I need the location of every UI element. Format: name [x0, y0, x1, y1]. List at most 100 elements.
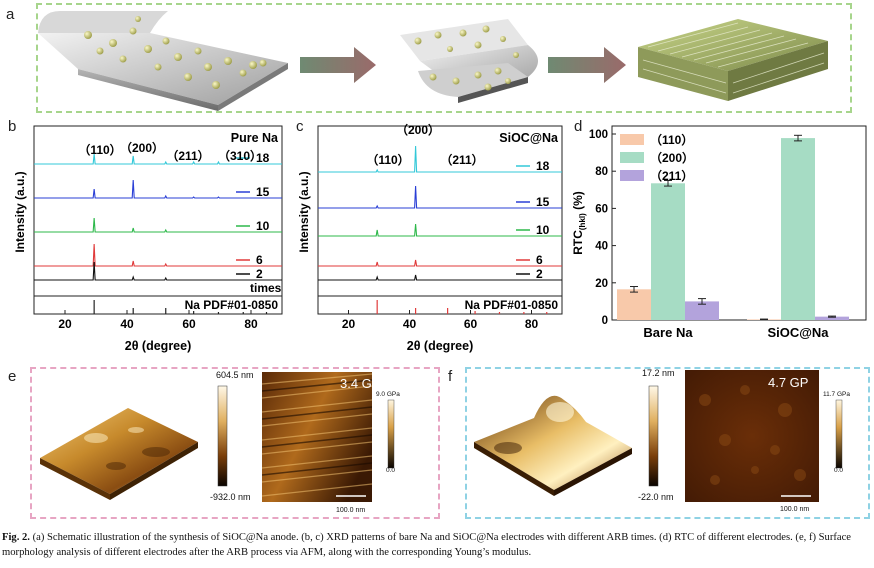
legend-label-6: 6 — [536, 253, 543, 267]
x-tick-label: 20 — [342, 317, 356, 331]
y-tick-label: 20 — [595, 278, 608, 290]
modulus-colorbar-f — [835, 399, 843, 469]
x-category-label: Bare Na — [643, 325, 693, 340]
bar-SiOC@Na-（200） — [781, 138, 815, 320]
peak-label: （310） — [218, 148, 262, 163]
modulus-max-e: 9.0 GPa — [376, 391, 400, 398]
y-tick-label: 60 — [595, 203, 608, 215]
x-tick-label: 60 — [464, 317, 478, 331]
x-tick-label: 80 — [525, 317, 539, 331]
y-tick-label: 0 — [602, 315, 608, 327]
schematic-illustration — [38, 11, 828, 111]
chart-title: Pure Na — [231, 131, 279, 145]
sioc-na-composite-block — [638, 19, 828, 101]
xrd-series-line-18 — [318, 145, 562, 173]
x-category-label: SiOC@Na — [767, 325, 829, 340]
x-tick-label: 40 — [120, 317, 134, 331]
height-max-e: 604.5 nm — [216, 370, 254, 380]
rtc-bar-chart: 0 20 40 60 80 100 RTC(hkl) (%) Bare Na SiOC@Na （1… — [572, 125, 867, 340]
sodium-foil-with-sioc — [38, 11, 288, 111]
height-min-f: -22.0 nm — [638, 492, 674, 502]
bar-Bare Na-（211） — [685, 301, 719, 320]
modulus-min-f: 0.0 — [834, 467, 844, 474]
peak-label: （110） — [366, 152, 409, 167]
height-colorbar-f — [648, 385, 659, 487]
arrow-icon — [548, 47, 626, 83]
xrd-series-line-15 — [318, 185, 562, 209]
plot-frame — [317, 125, 563, 315]
plot-frame — [611, 125, 867, 321]
legend-label-15: 15 — [536, 195, 550, 209]
scale-bar-label-f: 100.0 nm — [780, 506, 810, 513]
legend-label-0: （110） — [650, 132, 693, 147]
folded-foil — [400, 19, 538, 103]
xrd-series-line-10 — [34, 217, 282, 233]
modulus-colorbar-e — [387, 399, 395, 469]
xrd-series-line-2 — [34, 261, 282, 281]
arrow-icon — [300, 47, 376, 83]
height-min-e: -932.0 nm — [210, 492, 251, 502]
afm-modulus-map-f — [685, 370, 819, 502]
xrd-chart-sioc-na: 20 40 60 80 2θ (degree) Intensity (a.u.) SiOC@… — [297, 122, 563, 353]
panel-e-frame — [30, 367, 440, 519]
legend-swatch-2 — [620, 170, 644, 181]
figure-caption: Fig. 2. (a) Schematic illustration of th… — [2, 530, 872, 560]
xrd-series-line-18 — [34, 153, 282, 165]
panel-a-frame — [36, 3, 852, 113]
xrd-series-line-10 — [318, 223, 562, 237]
afm-modulus-map-e — [262, 372, 372, 502]
x-tick-label: 80 — [244, 317, 258, 331]
x-tick-label: 40 — [403, 317, 417, 331]
legend-swatch-0 — [620, 134, 644, 145]
reference-label: Na PDF#01-0850 — [465, 298, 559, 312]
plot-frame — [33, 125, 283, 315]
bar-Bare Na-（200） — [651, 183, 685, 320]
panel-a-label: a — [6, 6, 15, 23]
panel-d-label: d — [574, 118, 583, 135]
chart-title: SiOC@Na — [499, 131, 559, 145]
peak-label: （200） — [120, 140, 164, 155]
panel-e-label: e — [8, 368, 17, 385]
legend-label-2: （211） — [650, 168, 693, 183]
peak-label: （200） — [396, 122, 440, 137]
peak-label: （211） — [166, 148, 209, 163]
modulus-label-e: 3.4 GP — [340, 376, 381, 391]
x-axis-label: 2θ (degree) — [125, 339, 192, 353]
xrd-series-line-15 — [34, 179, 282, 199]
legend-swatch-1 — [620, 152, 644, 163]
legend-label-1: （200） — [650, 150, 694, 165]
afm-3d-height-map-e — [40, 408, 198, 500]
legend-label-6: 6 — [256, 253, 263, 267]
bar-Bare Na-（110） — [617, 289, 651, 320]
height-max-f: 17.2 nm — [642, 368, 675, 378]
peak-label: （211） — [440, 152, 483, 167]
figure-number: Fig. 2. — [2, 532, 30, 543]
legend-label-10: 10 — [256, 219, 270, 233]
xrd-chart-pure-na: 20 40 60 80 2θ (degree) Intensity (a.u.) Pure … — [13, 125, 283, 353]
xrd-series-line-6 — [34, 243, 282, 267]
legend-label-18: 18 — [536, 159, 550, 173]
panel-f-label: f — [448, 368, 453, 385]
afm-3d-height-map-f — [474, 395, 632, 496]
legend-label-15: 15 — [256, 185, 270, 199]
x-axis-label: 2θ (degree) — [407, 339, 474, 353]
legend-label-10: 10 — [536, 223, 550, 237]
y-tick-label: 80 — [595, 166, 608, 178]
modulus-max-f: 11.7 GPa — [823, 391, 850, 398]
y-tick-label: 40 — [595, 241, 608, 253]
panel-b-label: b — [8, 118, 17, 135]
xrd-series-line-6 — [318, 259, 562, 267]
legend-label-2: 2 — [536, 267, 543, 281]
peak-label: （110） — [78, 142, 121, 157]
x-tick-label: 60 — [182, 317, 196, 331]
scale-bar-label-e: 100.0 nm — [336, 507, 366, 514]
panel-f-frame — [465, 367, 870, 519]
height-colorbar-e — [217, 385, 228, 487]
legend-label-18: 18 — [256, 151, 270, 165]
modulus-label-f: 4.7 GP — [768, 375, 809, 390]
bar-SiOC@Na-（211） — [815, 316, 849, 320]
x-tick-label: 20 — [58, 317, 72, 331]
caption-text: (a) Schematic illustration of the synthe… — [2, 532, 851, 558]
legend-suffix: times — [250, 281, 282, 295]
y-axis-label: RTC(hkl) (%) — [572, 191, 587, 255]
